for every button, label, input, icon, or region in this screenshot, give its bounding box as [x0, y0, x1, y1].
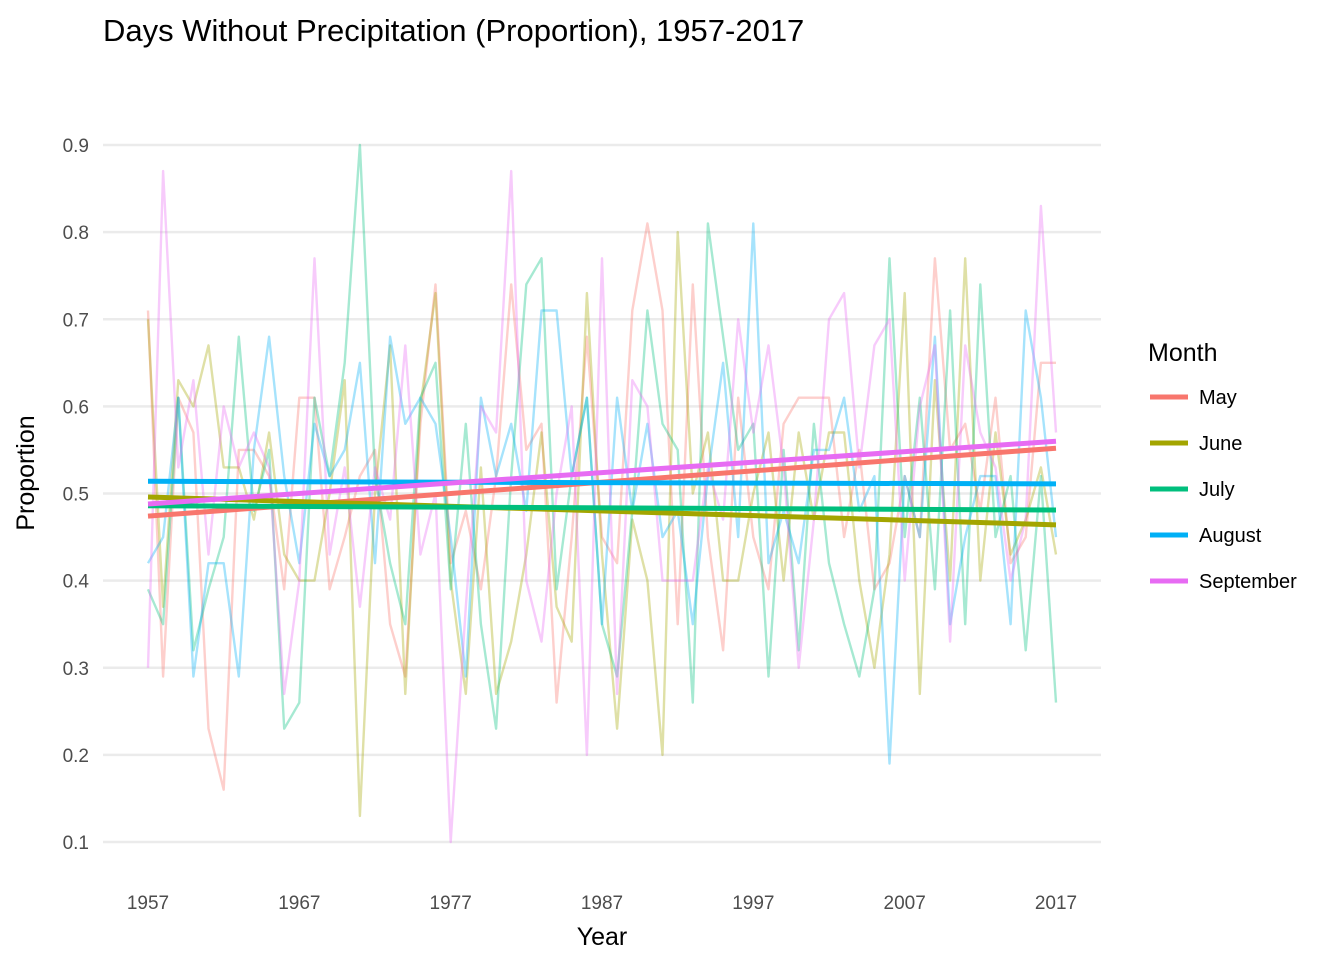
series-line-august: [146, 222, 1058, 765]
legend-label-july: July: [1199, 479, 1235, 501]
x-tick-label: 1957: [127, 893, 169, 914]
x-tick-label: 1977: [430, 893, 472, 914]
trend-line-september: [147, 438, 1057, 507]
trend-lines: [147, 438, 1057, 528]
y-tick-label: 0.2: [63, 746, 89, 767]
legend: Month May June July August September: [1148, 339, 1297, 593]
raw-series-lines: [146, 143, 1058, 844]
trend-line-august: [147, 478, 1057, 487]
legend-items: May June July August September: [1150, 387, 1297, 593]
x-tick-label: 1997: [732, 893, 774, 914]
legend-label-june: June: [1199, 433, 1242, 455]
trend-line-june: [147, 494, 1057, 528]
chart-title: Days Without Precipitation (Proportion),…: [103, 13, 804, 48]
x-tick-label: 2007: [884, 893, 926, 914]
legend-title: Month: [1148, 339, 1217, 367]
x-tick-label: 2017: [1035, 893, 1077, 914]
y-tick-label: 0.7: [63, 310, 89, 331]
x-tick-label: 1967: [278, 893, 320, 914]
x-axis-title: Year: [577, 923, 628, 951]
x-tick-labels: 1957 1967 1977 1987 1997 2007 2017: [127, 893, 1077, 914]
series-line-july: [146, 143, 1058, 730]
legend-label-september: September: [1199, 571, 1297, 593]
y-tick-label: 0.6: [63, 397, 89, 418]
y-tick-label: 0.1: [63, 833, 89, 854]
trend-line-july: [147, 503, 1057, 513]
legend-label-may: May: [1199, 387, 1237, 409]
y-tick-label: 0.8: [63, 223, 89, 244]
y-tick-labels: 0.1 0.2 0.3 0.4 0.5 0.6 0.7 0.8 0.9: [63, 136, 90, 854]
y-tick-label: 0.5: [63, 485, 89, 506]
y-tick-label: 0.9: [63, 136, 89, 157]
series-line-may: [146, 222, 1056, 791]
y-tick-label: 0.4: [63, 572, 90, 593]
series-line-september: [146, 169, 1058, 844]
series-line-june: [146, 230, 1058, 818]
y-axis-title: Proportion: [12, 415, 40, 530]
x-tick-label: 1987: [581, 893, 623, 914]
legend-label-august: August: [1199, 525, 1262, 547]
y-tick-label: 0.3: [63, 659, 89, 680]
